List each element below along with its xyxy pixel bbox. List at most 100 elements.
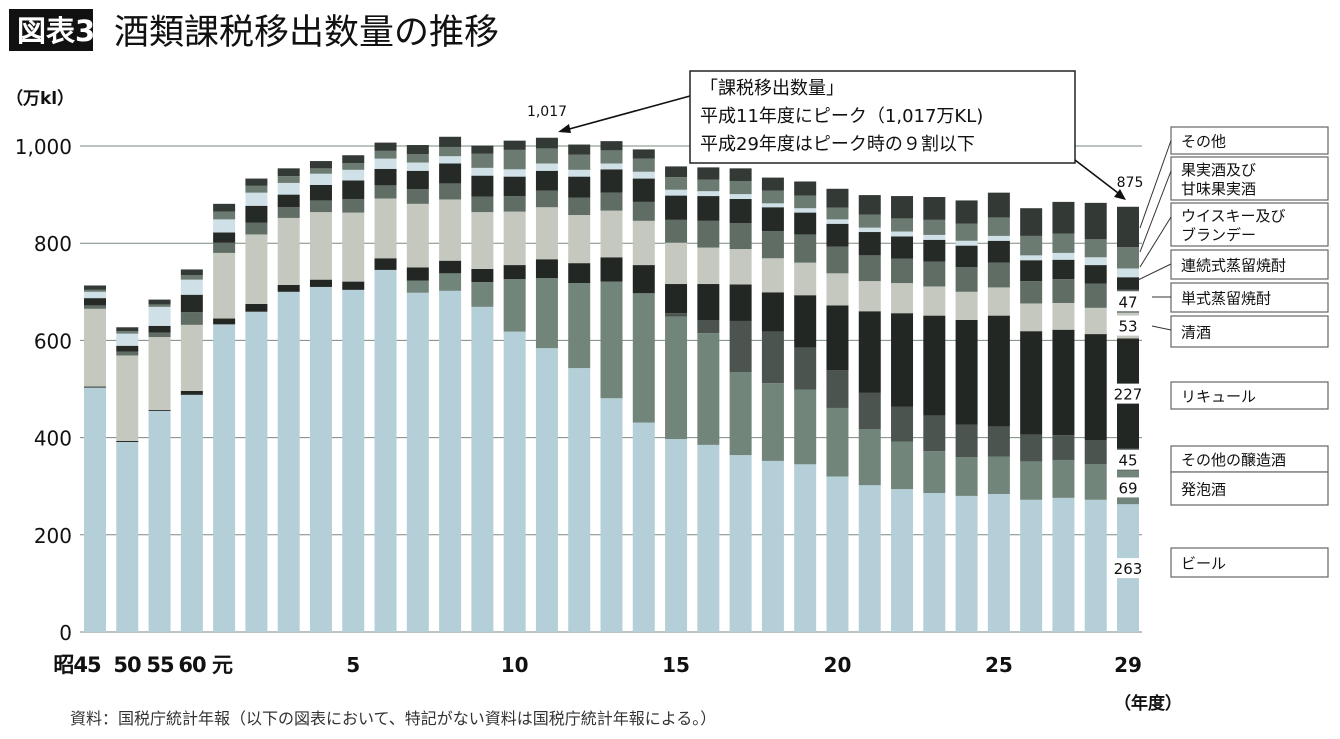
bar-segment [245,311,268,632]
bar-segment [987,315,1010,427]
bar-segment [1084,307,1107,335]
bar-segment [665,195,688,220]
bar-segment [891,258,914,284]
bar-segment [891,406,914,442]
bar-segment [858,214,881,228]
bar-segment [439,290,462,632]
bar-segment [826,407,849,477]
y-tick-label: 400 [34,427,72,451]
bar-segment [923,451,946,494]
bar-stack-17 [729,168,752,632]
bar-segment [342,155,365,164]
bar-segment [1020,303,1043,332]
bar-segment [858,429,881,486]
legend-label: 単式蒸留焼酎 [1181,290,1271,308]
bar-segment [729,194,752,199]
bar-segment [535,259,558,279]
bar-segment [1020,434,1043,462]
bar-segment [600,169,623,193]
bar-segment [987,240,1010,263]
bar-stack-3 [277,168,300,632]
bar-segment [213,324,236,632]
bar-segment [245,222,268,235]
bar-segment [761,292,784,332]
bar-segment [697,444,720,632]
bar-segment [406,267,429,281]
bar-segment [632,178,655,202]
peak-arrow [561,95,691,132]
bar-segment [503,169,526,177]
bar-segment [148,304,171,307]
bar-stack-12 [568,144,591,632]
bar-segment [503,140,526,150]
value-label: 69 [1118,479,1137,497]
bar-segment [697,196,720,221]
bar-segment [987,426,1010,457]
bar-segment [665,177,688,190]
legend-box [1170,126,1329,155]
x-tick-label: 29 [1114,653,1142,677]
bar-segment [245,303,268,312]
bar-segment [213,232,236,243]
x-axis-unit: （年度） [1114,693,1182,714]
bar-segment [826,476,849,632]
bar-segment [213,219,236,233]
bar-segment [213,203,236,212]
bar-segment [374,150,397,159]
bar-segment [180,275,203,280]
bar-segment [761,203,784,208]
bar-segment [84,308,106,387]
legend-box [1170,547,1329,578]
bar-segment [1052,497,1075,632]
bar-segment [374,258,397,270]
bar-segment [891,441,914,490]
bar-segment [148,325,171,333]
bar-segment [697,167,720,180]
bar-segment [568,197,591,216]
bar-segment [632,265,655,294]
bar-segment [180,279,203,295]
bar-segment [277,168,300,177]
bar-segment [923,493,946,632]
bar-segment [277,182,300,195]
bar-segment [535,163,558,171]
bar-segment [374,269,397,632]
bar-segment [1020,260,1043,282]
legend-label: ウイスキー及び [1181,207,1286,225]
x-tick-label: 10 [501,653,529,677]
legend-label: ブランデー [1181,226,1256,244]
bar-segment [116,355,139,442]
bar-segment [858,392,881,430]
bar-segment [439,273,462,291]
bar-segment [697,319,720,334]
bar-segment [665,189,688,196]
bar-segment [84,285,106,290]
bar-segment [503,265,526,280]
bar-stack-26 [1020,208,1043,632]
bar-segment [632,171,655,179]
bar-segment [568,144,591,155]
bar-segment [1084,499,1107,632]
bar-segment [955,200,978,224]
bar-segment [987,287,1010,316]
bar-segment [406,145,429,155]
bar-segment [1020,461,1043,500]
bar-segment [891,313,914,407]
bar-segment [1084,464,1107,500]
bar-segment [665,313,688,317]
bar-stack-昭45 [84,285,106,632]
legend-label: 甘味果実酒 [1181,180,1256,198]
bar-segment [826,207,849,220]
bar-segment [1020,331,1043,435]
bar-segment [180,394,203,632]
bar-segment [826,246,849,274]
value-label-bg [1112,315,1146,336]
legend-box [1170,282,1329,313]
bar-segment [439,199,462,261]
bar-segment [987,235,1010,241]
bar-segment [277,217,300,285]
bar-stack-25 [987,192,1010,632]
bar-segment [116,345,139,352]
bar-segment [858,195,881,215]
y-axis-unit: （万kl） [6,88,74,109]
